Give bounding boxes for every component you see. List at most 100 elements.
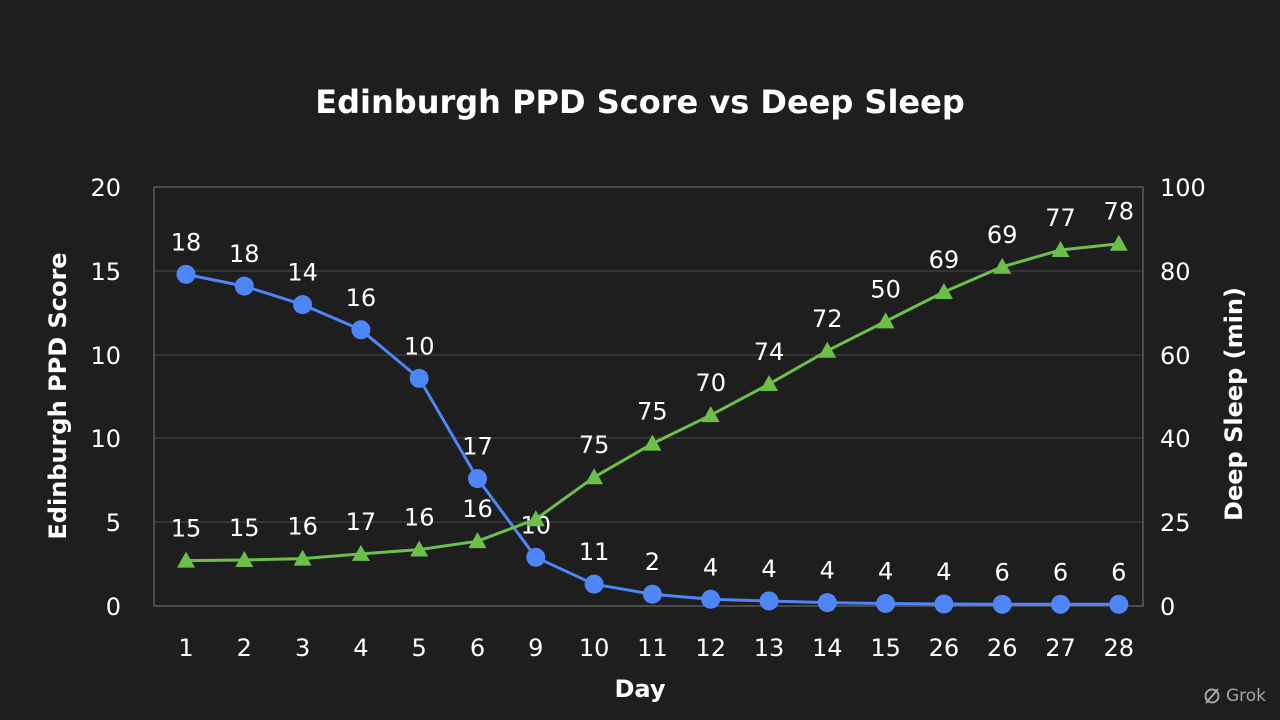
data-label: 16 xyxy=(287,513,318,541)
data-label: 6 xyxy=(1053,558,1068,586)
left-tick-label: 10 xyxy=(90,342,121,370)
left-axis-label: Edinburgh PPD Score xyxy=(44,252,72,539)
data-point xyxy=(701,589,721,609)
data-point xyxy=(1109,594,1129,614)
x-tick-label: 10 xyxy=(579,634,610,662)
data-point xyxy=(759,591,779,611)
series-layer: 1818141610171011244444666151516171616757… xyxy=(171,198,1134,614)
data-point xyxy=(526,547,546,567)
data-label: 4 xyxy=(820,557,835,585)
data-label: 18 xyxy=(229,240,260,268)
data-point xyxy=(234,276,254,296)
x-tick-label: 1 xyxy=(178,634,193,662)
right-tick-label: 80 xyxy=(1160,258,1191,286)
data-point xyxy=(584,574,604,594)
x-tick-label: 5 xyxy=(412,634,427,662)
data-label: 16 xyxy=(404,504,435,532)
right-tick-label: 40 xyxy=(1160,425,1191,453)
data-label: 70 xyxy=(695,369,726,397)
data-point xyxy=(992,594,1012,614)
left-tick-label: 15 xyxy=(90,258,121,286)
data-point xyxy=(468,532,487,549)
data-point xyxy=(351,544,370,561)
data-point xyxy=(993,257,1012,274)
data-point xyxy=(1051,241,1070,257)
right-tick-label: 60 xyxy=(1160,342,1191,370)
data-point xyxy=(235,550,254,567)
x-tick-label: 28 xyxy=(1104,634,1135,662)
data-label: 75 xyxy=(637,398,668,426)
data-label: 4 xyxy=(761,555,776,583)
data-point xyxy=(1051,594,1070,614)
chart-title: Edinburgh PPD Score vs Deep Sleep xyxy=(315,83,964,121)
data-label: 50 xyxy=(870,275,901,303)
right-axis-ticks: 0 25 40 60 80 100 xyxy=(1160,174,1206,621)
data-label: 4 xyxy=(936,558,951,586)
data-label: 74 xyxy=(754,338,785,366)
data-point xyxy=(642,584,662,604)
data-point xyxy=(468,469,487,489)
data-label: 77 xyxy=(1045,204,1076,232)
right-axis-label: Deep Sleep (min) xyxy=(1220,287,1248,521)
data-point xyxy=(876,593,896,613)
data-point xyxy=(818,341,837,358)
left-tick-label: 10 xyxy=(90,425,121,453)
data-label: 69 xyxy=(929,246,960,274)
right-tick-label: 0 xyxy=(1160,593,1175,621)
gridlines xyxy=(154,270,1143,523)
data-label: 14 xyxy=(287,259,318,287)
data-point xyxy=(760,375,778,392)
data-point xyxy=(1109,234,1128,251)
x-tick-label: 6 xyxy=(470,634,485,662)
watermark-text: Grok xyxy=(1225,686,1266,706)
x-tick-label: 12 xyxy=(695,634,726,662)
left-tick-label: 5 xyxy=(106,509,121,537)
data-label: 2 xyxy=(645,548,660,576)
data-point xyxy=(409,368,429,388)
right-tick-label: 100 xyxy=(1160,174,1206,202)
x-tick-label: 15 xyxy=(870,634,901,662)
x-axis-ticks: 1 2 3 4 5 6 9 10 11 12 13 14 15 26 26 27 28 xyxy=(178,634,1134,662)
watermark: Grok xyxy=(1203,686,1266,706)
x-tick-label: 4 xyxy=(353,634,368,662)
data-point xyxy=(351,320,371,340)
data-label: 18 xyxy=(171,228,202,256)
data-point xyxy=(934,283,953,299)
data-point xyxy=(293,549,312,566)
data-label: 15 xyxy=(171,515,202,543)
left-axis-ticks: 0 5 10 10 15 20 xyxy=(90,174,121,621)
data-label: 17 xyxy=(346,508,377,536)
data-label: 78 xyxy=(1104,198,1135,226)
data-point xyxy=(293,295,313,315)
data-label: 15 xyxy=(229,514,260,542)
data-label: 4 xyxy=(878,557,893,585)
data-point xyxy=(817,593,837,613)
grok-logo-icon xyxy=(1204,688,1220,704)
x-tick-label: 14 xyxy=(812,634,843,662)
data-point xyxy=(410,540,429,557)
data-label: 6 xyxy=(1111,558,1126,586)
left-tick-label: 0 xyxy=(106,593,121,621)
data-point xyxy=(643,434,662,451)
data-label: 11 xyxy=(579,538,610,566)
data-label: 75 xyxy=(579,431,610,459)
data-point xyxy=(176,264,196,284)
data-label: 16 xyxy=(462,495,493,523)
x-tick-label: 26 xyxy=(929,634,960,662)
x-tick-label: 13 xyxy=(754,634,785,662)
x-axis-label: Day xyxy=(614,675,665,703)
data-label: 10 xyxy=(404,332,435,360)
series-1: 1818141610171011244444666 xyxy=(171,228,1129,614)
x-tick-label: 27 xyxy=(1045,634,1076,662)
series-2: 15 15 16 17 16 16 75 75 70 74 72 50 69 69 77 78 xyxy=(171,198,1134,568)
left-tick-label: 20 xyxy=(90,174,121,202)
data-point xyxy=(701,406,720,423)
data-label: 4 xyxy=(703,553,718,581)
x-tick-label: 3 xyxy=(295,634,310,662)
data-label: 69 xyxy=(987,221,1018,249)
right-tick-label: 25 xyxy=(1160,509,1191,537)
plot-frame xyxy=(153,186,1144,607)
x-tick-label: 26 xyxy=(987,634,1018,662)
data-point xyxy=(177,551,195,568)
